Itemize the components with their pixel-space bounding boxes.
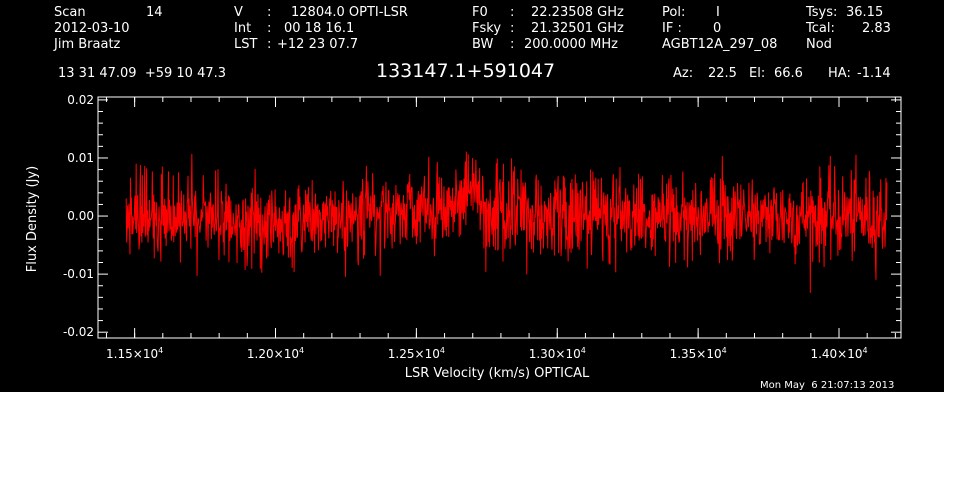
obs-mode: Nod xyxy=(806,37,832,52)
y-tick-label: -0.01 xyxy=(63,267,94,281)
y-axis-title: Flux Density (Jy) xyxy=(25,166,40,272)
x-tick-label: 1.25×104 xyxy=(388,346,445,361)
tcal-value: 2.83 xyxy=(862,21,891,36)
y-tick-label: 0.00 xyxy=(67,209,94,223)
lst-value: +12 23 07.7 xyxy=(277,37,359,52)
pol-label: Pol: xyxy=(662,5,686,20)
tsys-label: Tsys: xyxy=(806,5,838,20)
velocity-sep: : xyxy=(267,5,272,20)
int-value: 00 18 16.1 xyxy=(284,21,355,36)
x-tick-label: 1.40×104 xyxy=(810,346,867,361)
spectrum-chart: -0.02-0.010.000.010.02 1.15×104 1.20×104 1… xyxy=(25,93,902,381)
lst-label: LST xyxy=(234,37,258,52)
fsky-value: 21.32501 GHz xyxy=(531,21,624,36)
bw-label: BW xyxy=(472,37,494,52)
f0-sep: : xyxy=(510,5,515,20)
spectrum-trace-layer xyxy=(125,151,888,293)
if-value: 0 xyxy=(713,21,722,36)
x-tick-labels: 1.15×104 1.20×104 1.25×104 1.30×104 1.35×104… xyxy=(106,346,868,361)
f0-label: F0 xyxy=(472,5,488,20)
el-label: El: xyxy=(749,66,766,81)
if-label: IF : xyxy=(662,21,682,36)
bw-sep: : xyxy=(510,37,515,52)
x-tick-label: 1.30×104 xyxy=(529,346,586,361)
scan-label: Scan xyxy=(54,5,86,20)
plot-window: Scan 14 2012-03-10 Jim Braatz V : 12804.… xyxy=(0,0,944,392)
tcal-label: Tcal: xyxy=(806,21,835,36)
int-sep: : xyxy=(267,21,272,36)
plot-timestamp: Mon May 6 21:07:13 2013 xyxy=(760,380,895,391)
y-tick-label: 0.01 xyxy=(67,151,94,165)
spectrum-trace xyxy=(125,151,888,293)
velocity-value: 12804.0 OPTI-LSR xyxy=(291,5,408,20)
pol-value: I xyxy=(716,5,720,20)
fsky-sep: : xyxy=(510,21,515,36)
fsky-label: Fsky xyxy=(472,21,502,36)
scan-date: 2012-03-10 xyxy=(54,21,130,36)
project-id: AGBT12A_297_08 xyxy=(662,37,778,52)
axis-ticks xyxy=(98,97,901,338)
source-coordinates: 13 31 47.09 +59 10 47.3 xyxy=(58,66,227,81)
scan-value: 14 xyxy=(146,5,163,20)
f0-value: 22.23508 GHz xyxy=(531,5,624,20)
bw-value: 200.0000 MHz xyxy=(524,37,618,52)
velocity-label: V xyxy=(234,5,243,20)
y-tick-labels: -0.02 -0.01 0.00 0.01 0.02 xyxy=(63,93,94,339)
y-tick-label: -0.02 xyxy=(63,325,94,339)
x-tick-label: 1.20×104 xyxy=(247,346,304,361)
az-label: Az: xyxy=(673,66,694,81)
x-axis-title: LSR Velocity (km/s) OPTICAL xyxy=(405,366,590,381)
tsys-value: 36.15 xyxy=(846,5,884,20)
ha-label: HA: xyxy=(828,66,851,81)
source-name: 133147.1+591047 xyxy=(376,60,556,82)
int-label: Int xyxy=(234,21,252,36)
ha-value: -1.14 xyxy=(857,66,891,81)
az-value: 22.5 xyxy=(708,66,737,81)
el-value: 66.6 xyxy=(774,66,803,81)
x-tick-label: 1.15×104 xyxy=(106,346,163,361)
y-tick-label: 0.02 xyxy=(67,93,94,107)
x-tick-label: 1.35×104 xyxy=(670,346,727,361)
observer-name: Jim Braatz xyxy=(54,37,121,52)
plot-frame xyxy=(97,96,902,339)
lst-sep: : xyxy=(267,37,272,52)
